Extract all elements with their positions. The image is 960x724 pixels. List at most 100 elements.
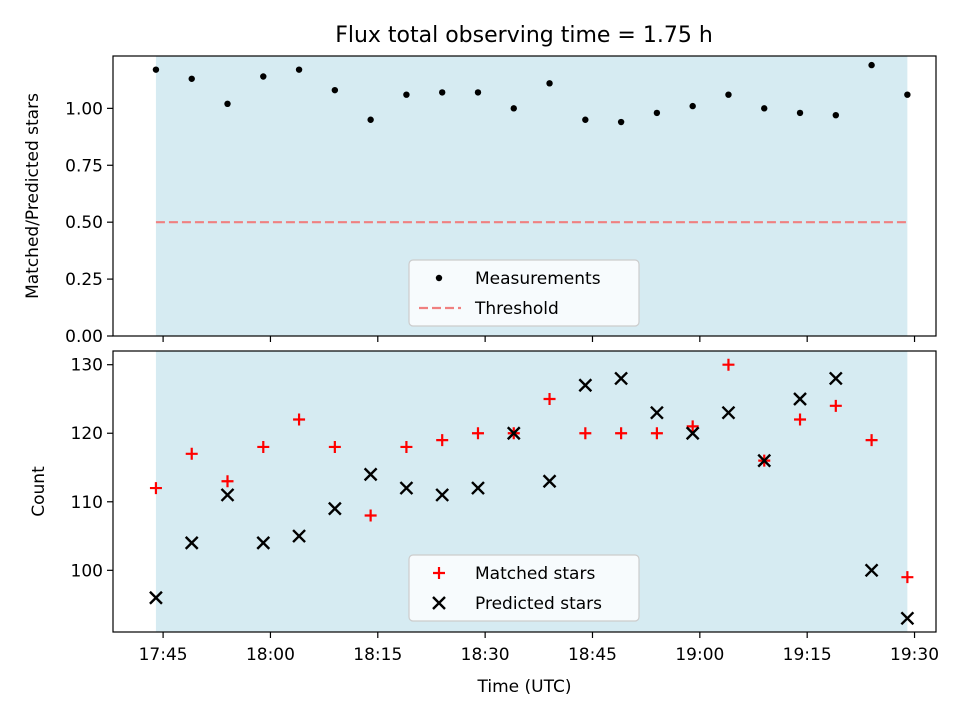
predicted-stars-point — [399, 481, 414, 495]
matched-stars-point — [579, 427, 592, 440]
measurement-point — [617, 118, 625, 126]
ratio-axes-frame — [112, 55, 937, 337]
x-tick-label: 19:15 — [783, 645, 832, 665]
count-x-ticks: 17:45 18:00 18:15 18:30 18:45 19:00 19:15 19:30 — [139, 632, 939, 665]
matched-stars-point — [543, 392, 556, 405]
matched-stars-point — [722, 358, 735, 371]
predicted-stars-point — [578, 378, 593, 393]
measurement-point — [725, 91, 732, 98]
y-tick-label: 1.00 — [65, 99, 103, 119]
measurement-point — [403, 91, 410, 98]
legend-label: Matched stars — [475, 564, 595, 584]
matched-stars-point — [293, 413, 306, 426]
legend-marker — [433, 567, 445, 579]
matched-stars-point — [149, 482, 162, 495]
y-tick-label: 0.50 — [65, 213, 103, 233]
ratio-x-ticks — [162, 336, 916, 342]
y-tick-label: 0.00 — [65, 327, 103, 347]
predicted-stars-point — [256, 536, 271, 550]
y-tick-label: 0.75 — [65, 156, 103, 176]
predicted-stars-point — [685, 426, 700, 441]
legend-label: Measurements — [475, 269, 601, 289]
measurement-point — [367, 116, 374, 123]
count-panel: 100 110 120 130 17:45 18:00 18:15 18:30 18:45 19… — [29, 350, 939, 697]
predicted-stars-point — [828, 371, 843, 386]
measurement-point — [832, 111, 840, 119]
ratio-y-ticks: 0.00 0.25 0.50 0.75 1.00 — [65, 99, 113, 347]
measurement-point — [653, 109, 661, 117]
count-y-ticks: 100 110 120 130 — [71, 356, 113, 581]
measurement-points — [152, 61, 911, 126]
predicted-stars-point — [292, 529, 306, 543]
matched-stars-point — [615, 427, 628, 440]
matched-stars-point — [865, 434, 878, 447]
measurement-point — [295, 66, 303, 73]
measurement-point — [796, 109, 804, 117]
predicted-stars-point — [506, 426, 521, 441]
predicted-stars-point — [435, 488, 450, 502]
measurement-point — [260, 73, 267, 80]
x-tick-label: 19:00 — [675, 645, 724, 665]
measurement-point — [224, 100, 231, 108]
predicted-stars-point — [614, 371, 628, 386]
matched-stars-point — [471, 427, 484, 440]
predicted-stars-point — [864, 563, 879, 578]
x-tick-label: 18:45 — [568, 645, 617, 665]
predicted-stars-point — [363, 467, 378, 482]
legend-marker — [432, 596, 446, 610]
ratio-panel: 0.00 0.25 0.50 0.75 1.00 Matched/Predicted s… — [23, 55, 937, 347]
predicted-stars-point — [900, 611, 915, 626]
measurement-point — [546, 80, 553, 87]
legend-box — [408, 554, 640, 622]
predicted-stars-point — [149, 590, 163, 605]
measurement-point — [188, 75, 195, 82]
ratio-legend: Measurements Threshold — [408, 259, 640, 327]
measurement-point — [689, 102, 696, 110]
measurement-point — [510, 105, 517, 112]
ratio-y-axis-label: Matched/Predicted stars — [23, 93, 43, 299]
measurement-point — [761, 105, 768, 112]
predicted-stars-point — [220, 488, 235, 502]
x-tick-label: 18:30 — [461, 645, 510, 665]
x-tick-label: 17:45 — [139, 645, 188, 665]
measurement-point — [868, 61, 875, 69]
count-legend: Matched stars Predicted stars — [408, 554, 640, 622]
y-tick-label: 130 — [71, 356, 103, 376]
x-tick-label: 18:15 — [353, 645, 402, 665]
count-points — [149, 358, 915, 626]
predicted-stars-point — [793, 392, 807, 406]
matched-stars-point — [221, 475, 234, 488]
predicted-stars-point — [471, 481, 485, 495]
matched-stars-point — [829, 399, 842, 412]
predicted-stars-point — [757, 453, 772, 468]
measurement-point — [439, 89, 446, 96]
legend-label: Predicted stars — [475, 594, 602, 614]
chart-title: Flux total observing time = 1.75 h — [335, 23, 713, 48]
predicted-stars-point — [721, 405, 736, 420]
count-y-axis-label: Count — [29, 466, 49, 517]
matched-stars-point — [364, 509, 377, 522]
x-tick-label: 19:30 — [890, 645, 939, 665]
y-tick-label: 120 — [71, 424, 103, 444]
x-tick-label: 18:00 — [246, 645, 295, 665]
legend-box — [408, 259, 640, 327]
count-x-axis-label: Time (UTC) — [477, 677, 572, 697]
matched-stars-point — [650, 427, 663, 440]
y-tick-label: 100 — [71, 561, 103, 581]
measurement-point — [152, 66, 160, 73]
legend-marker — [435, 274, 443, 282]
measurement-point — [904, 91, 911, 98]
measurement-point — [331, 86, 339, 94]
matched-stars-point — [328, 440, 341, 453]
legend-label: Threshold — [474, 299, 559, 319]
matched-stars-point — [901, 571, 914, 584]
matched-stars-point — [185, 447, 198, 460]
matched-stars-point — [400, 440, 413, 453]
predicted-stars-point — [328, 501, 342, 516]
predicted-stars-point — [184, 536, 199, 550]
predicted-stars-point — [650, 405, 664, 420]
measurement-point — [474, 89, 482, 96]
y-tick-label: 0.25 — [65, 270, 103, 290]
count-axes-frame — [112, 350, 937, 633]
